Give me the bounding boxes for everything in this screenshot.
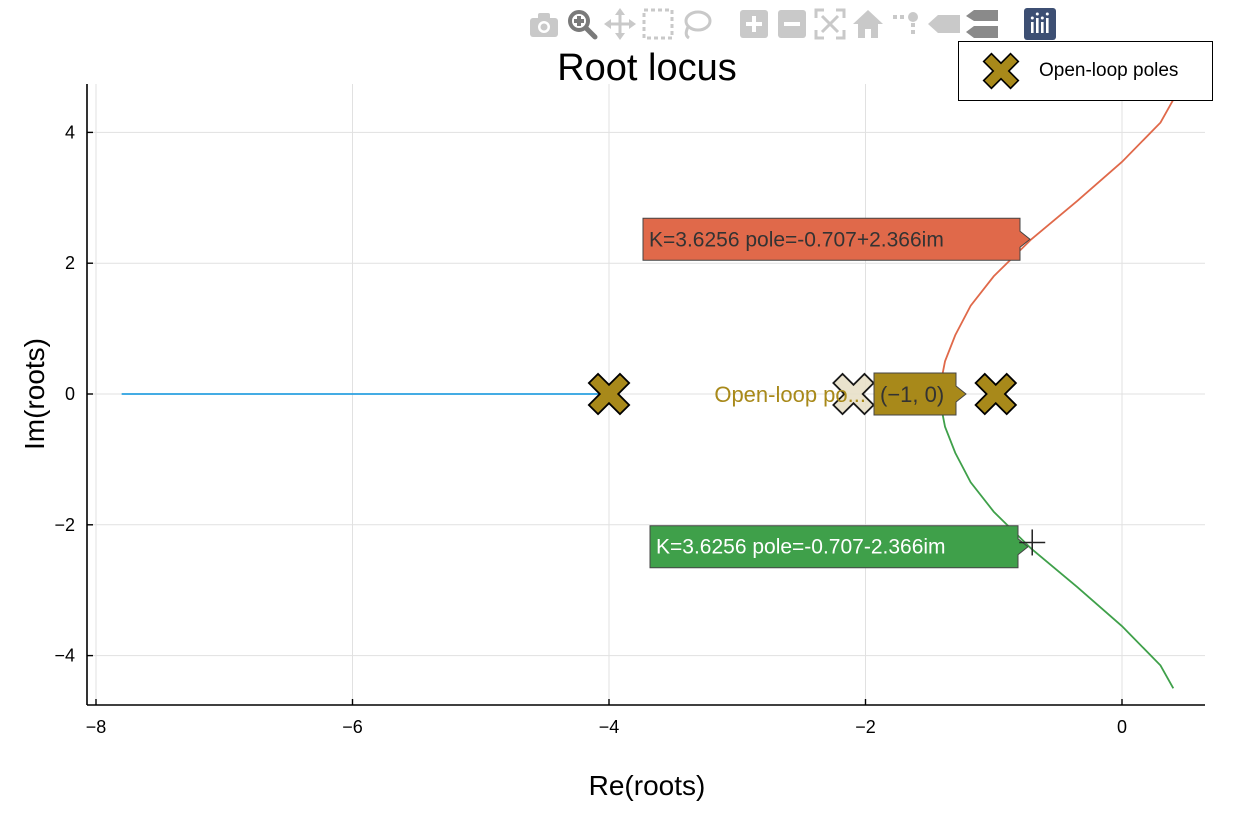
hover-labels: K=3.6256 pole=-0.707+2.366im K=3.6256 pol… [642, 217, 1046, 569]
hover-label-upper-box [642, 217, 1031, 261]
hover-closest-icon[interactable] [926, 6, 962, 42]
tick-labels: −8 −6 −4 −2 0 −4 −2 0 2 4 [54, 122, 1127, 737]
hover-label-upper-text: K=3.6256 pole=-0.707+2.366im [649, 228, 944, 251]
plotly-logo-icon[interactable] [1022, 6, 1058, 42]
legend-x-marker-icon [982, 52, 1020, 90]
axes [86, 84, 1205, 706]
autoscale-icon[interactable] [812, 6, 848, 42]
x-tick-label: 0 [1117, 717, 1127, 737]
pole-marker[interactable] [822, 363, 884, 425]
chart-title: Root locus [557, 47, 737, 89]
x-tick-label: −4 [599, 717, 620, 737]
modebar [526, 6, 1060, 42]
x-tick-label: −6 [342, 717, 363, 737]
lower-complex-branch-line[interactable] [938, 393, 1175, 689]
lasso-select-icon[interactable] [678, 6, 714, 42]
reset-axes-icon[interactable] [850, 6, 886, 42]
legend-entry-open-loop-poles: Open-loop poles [1039, 60, 1179, 81]
legend[interactable]: Open-loop poles [958, 41, 1213, 101]
x-axis-label: Re(roots) [589, 770, 706, 801]
pole-marker[interactable] [965, 363, 1027, 425]
camera-icon[interactable] [526, 6, 562, 42]
zoom-in-icon[interactable] [736, 6, 772, 42]
box-select-icon[interactable] [640, 6, 676, 42]
hover-label-series-name: Open-loop po... [714, 382, 866, 407]
y-tick-label: −4 [54, 646, 75, 666]
hover-label-lower-box [649, 525, 1029, 569]
x-tick-label: −2 [855, 717, 876, 737]
pole-marker[interactable] [578, 363, 640, 425]
zoom-icon[interactable] [564, 6, 600, 42]
series-layer[interactable] [121, 99, 1175, 689]
crosshair-cursor [1019, 529, 1046, 556]
x-tick-label: −8 [86, 717, 107, 737]
spike-lines-icon[interactable] [888, 6, 924, 42]
y-tick-label: 2 [65, 253, 75, 273]
hover-compare-icon[interactable] [964, 6, 1000, 42]
hover-label-pole-text: (−1, 0) [880, 382, 944, 407]
y-tick-label: 0 [65, 384, 75, 404]
hover-label-lower-text: K=3.6256 pole=-0.707-2.366im [656, 536, 946, 559]
grid [87, 84, 1205, 705]
y-axis-label: Im(roots) [19, 338, 50, 450]
upper-complex-branch-line[interactable] [938, 99, 1175, 395]
pan-icon[interactable] [602, 6, 638, 42]
y-tick-label: 4 [65, 122, 75, 142]
zoom-out-icon[interactable] [774, 6, 810, 42]
y-tick-label: −2 [54, 515, 75, 535]
hover-label-pole-box [873, 372, 967, 416]
